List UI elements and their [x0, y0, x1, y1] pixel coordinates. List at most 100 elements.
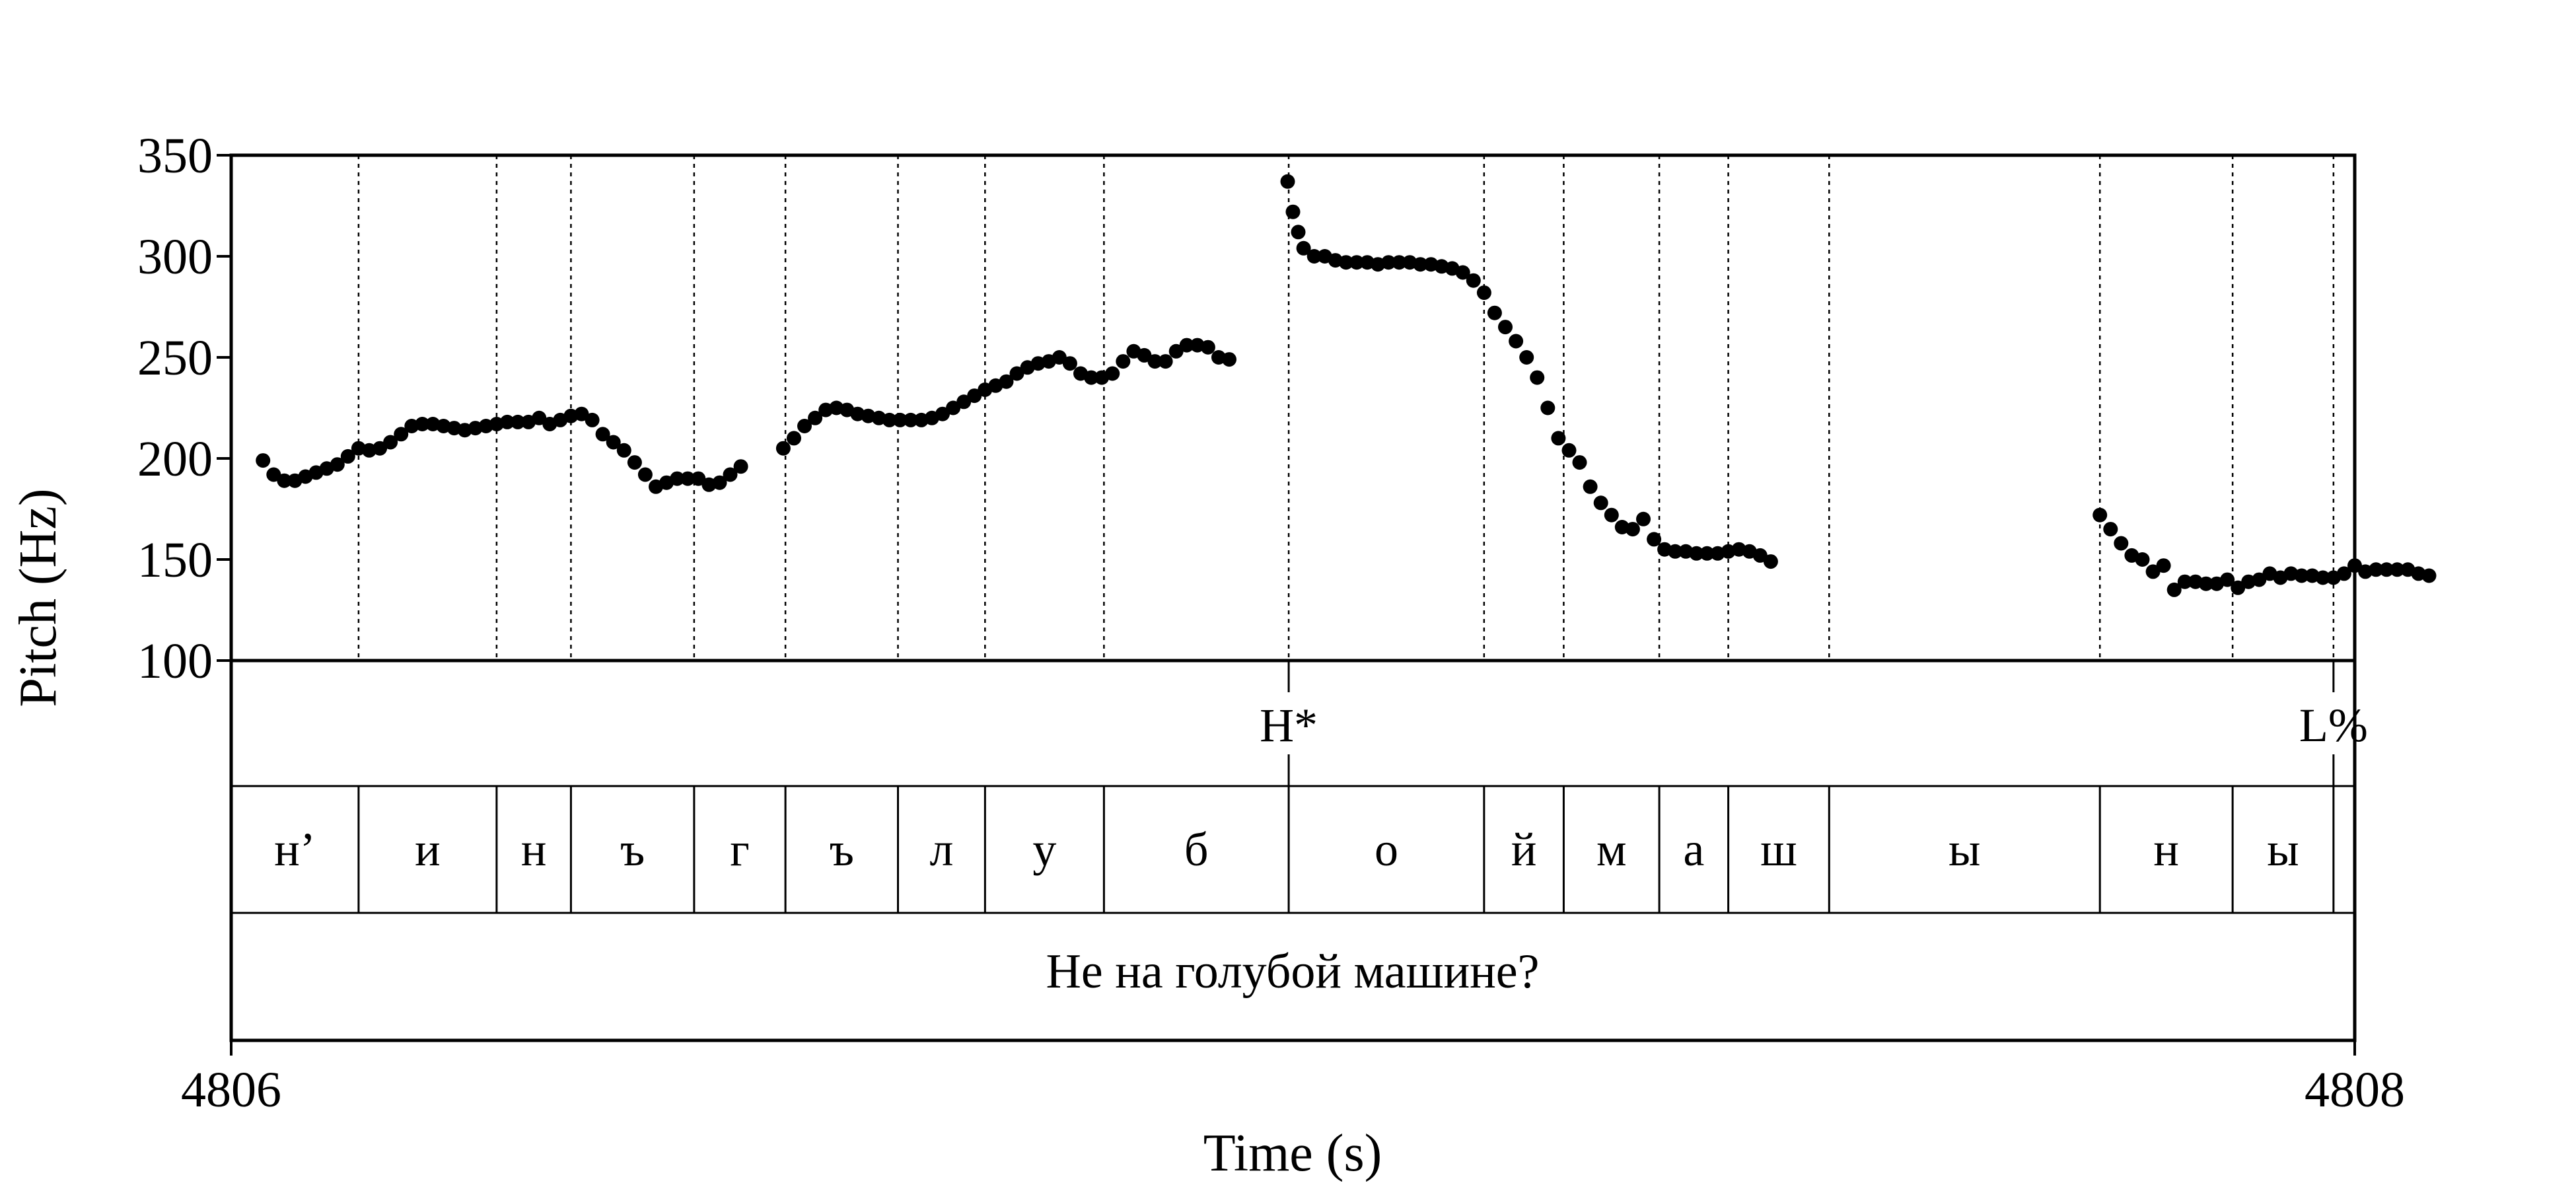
pitch-point	[1009, 366, 1024, 381]
tone-label: H*	[1260, 699, 1318, 752]
pitch-point	[882, 412, 897, 427]
pitch-point	[712, 475, 727, 490]
pitch-point	[1179, 338, 1194, 353]
pitch-point	[1466, 273, 1481, 288]
pitch-point	[340, 449, 355, 464]
pitch-point	[2315, 570, 2330, 585]
pitch-point	[1752, 548, 1768, 563]
pitch-point	[2220, 572, 2235, 587]
pitch-point	[2114, 536, 2129, 551]
pitch-point	[2145, 564, 2161, 579]
pitch-point	[627, 455, 642, 470]
pitch-point	[1583, 479, 1598, 494]
pitch-point	[2166, 582, 2182, 597]
pitch-point	[892, 412, 908, 427]
pitch-point	[2421, 568, 2437, 583]
pitch-point	[1530, 370, 1545, 385]
segment-tier: н’ и н ъ г ъ л у б о й м а ш ы н ы	[274, 786, 2335, 913]
y-tick-label: 350	[137, 128, 213, 184]
pitch-point	[2198, 576, 2213, 591]
y-tick-label: 300	[137, 229, 213, 285]
segment-label: о	[1375, 823, 1398, 876]
pitch-point	[935, 406, 950, 421]
segment-label: н	[521, 823, 547, 876]
pitch-point	[2294, 568, 2309, 583]
pitch-point	[1285, 204, 1301, 219]
x-tick-label: 4806	[181, 1062, 281, 1118]
y-tick-label: 250	[137, 330, 213, 386]
pitch-point	[1668, 544, 1683, 559]
pitch-point	[1498, 320, 1513, 335]
segment-label: н	[2153, 823, 2179, 876]
pitch-point	[1381, 255, 1396, 270]
pitch-point	[1647, 532, 1662, 547]
pitch-point	[723, 467, 738, 482]
pitch-point	[1052, 350, 1067, 365]
pitch-point	[1413, 257, 1428, 272]
pitch-points	[256, 174, 2437, 597]
pitch-point	[1509, 334, 1524, 349]
x-axis: 4806 4808	[181, 1040, 2405, 1118]
y-axis: 100 150 200 250 300 350	[137, 128, 231, 689]
pitch-point	[266, 467, 281, 482]
pitch-point	[330, 457, 345, 472]
pitch-point	[595, 427, 610, 442]
pitch-point	[1519, 350, 1534, 365]
pitch-point	[1280, 174, 1295, 189]
segment-label: л	[929, 823, 953, 876]
pitch-point	[808, 410, 823, 425]
pitch-point	[946, 400, 961, 415]
y-tick-label: 150	[137, 532, 213, 588]
pitch-point	[2156, 558, 2171, 573]
annotation-tiers-frame	[229, 659, 2357, 1042]
pitch-point	[1593, 495, 1608, 511]
pitch-point	[1222, 352, 1236, 367]
segment-label: б	[1184, 823, 1209, 876]
segment-label: г	[730, 823, 750, 876]
pitch-point	[967, 388, 982, 404]
pitch-point	[680, 471, 696, 486]
pitch-point	[616, 443, 631, 458]
pitch-point	[532, 410, 547, 425]
pitch-point	[1349, 255, 1364, 270]
pitch-point	[999, 374, 1014, 389]
pitch-point	[2135, 552, 2150, 567]
pitch-point	[1455, 265, 1470, 280]
segment-label: ы	[2267, 823, 2299, 876]
pitch-point	[1338, 255, 1353, 270]
pitch-point	[1137, 347, 1152, 363]
pitch-point	[1689, 546, 1704, 561]
pitch-point	[1476, 285, 1491, 301]
pitch-point	[1392, 255, 1407, 270]
pitch-point	[1116, 354, 1131, 369]
pitch-point	[733, 459, 748, 474]
pitch-point	[2369, 562, 2384, 577]
tone-label: L%	[2299, 699, 2368, 752]
pitch-point	[2177, 574, 2192, 589]
pitch-point	[256, 453, 271, 468]
segment-label: ъ	[620, 823, 645, 876]
pitch-point	[1636, 511, 1651, 526]
pitch-point	[2231, 580, 2246, 595]
pitch-point	[637, 467, 653, 482]
pitch-point	[511, 414, 525, 429]
pitch-point	[373, 441, 388, 456]
sentence-label: Не на голубой машине?	[1046, 945, 1539, 999]
y-tick-label: 100	[137, 633, 213, 689]
pitch-point	[775, 441, 791, 456]
y-tick-label: 200	[137, 431, 213, 487]
segment-label: а	[1683, 823, 1704, 876]
segment-label: й	[1511, 823, 1537, 876]
x-axis-label: Time (s)	[1203, 1124, 1382, 1182]
pitch-point	[1200, 340, 1215, 355]
pitch-point	[277, 473, 292, 488]
segment-label: м	[1596, 823, 1627, 876]
segment-label: ш	[1760, 823, 1797, 876]
pitch-point	[500, 414, 515, 429]
pitch-point	[574, 406, 589, 421]
x-tick-label: 4808	[2305, 1062, 2405, 1118]
pitch-point	[1487, 305, 1502, 320]
tone-tier: H* L%	[1260, 661, 2368, 786]
pitch-point	[1291, 225, 1306, 240]
